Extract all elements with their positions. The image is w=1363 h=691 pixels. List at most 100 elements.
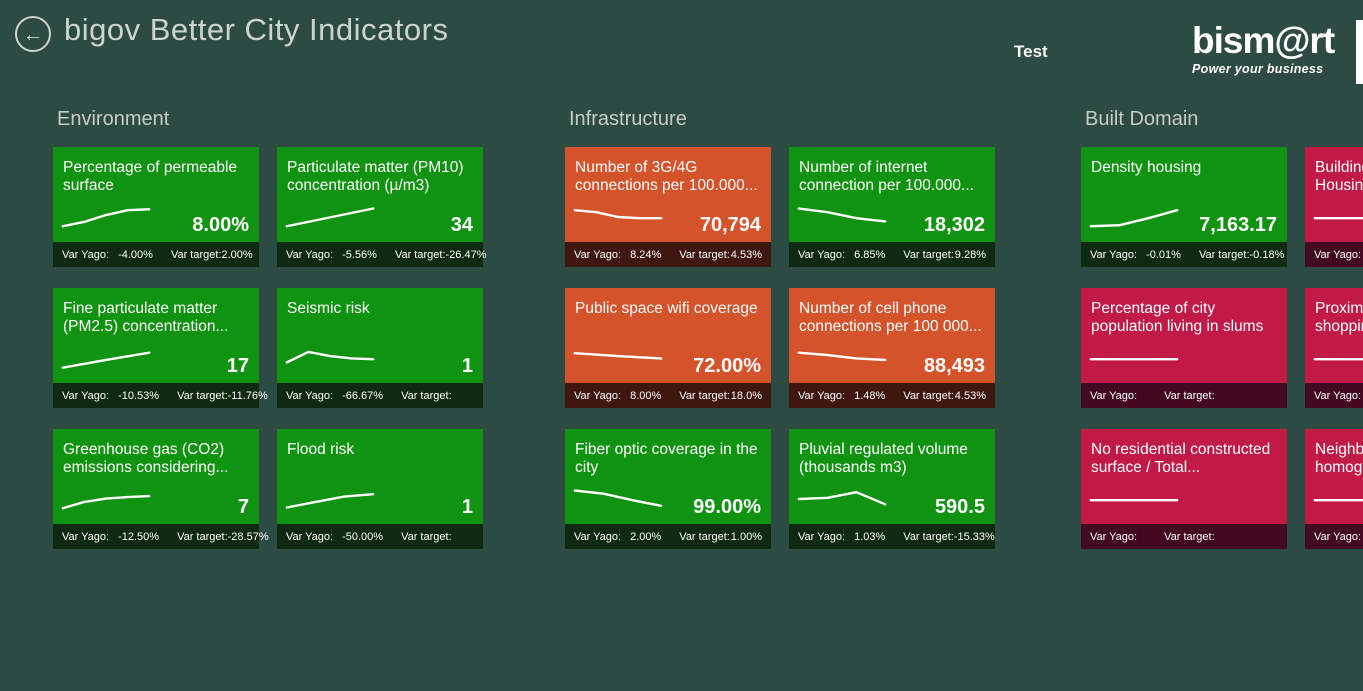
var-yago-value: 1.48% [854,389,886,402]
tile-title: Neighborhood homogeneity... [1315,441,1363,476]
var-yago-value: 2.00% [630,530,662,543]
var-target-label: Var target: [1164,530,1215,543]
var-target-value: 4.53% [954,389,986,402]
tile-body: Fine particulate matter (PM2.5) concentr… [53,288,259,383]
sparkline-chart [1089,485,1179,513]
var-target-value: 1.00% [730,530,762,543]
tile-value: 99.00% [693,496,761,518]
tile-title: Fiber optic coverage in the city [575,441,758,476]
indicator-tile[interactable]: Number of cell phone connections per 100… [789,288,995,408]
indicator-tile[interactable]: Greenhouse gas (CO2) emissions consideri… [53,429,269,549]
tile-title: Number of cell phone connections per 100… [799,300,982,335]
var-target-label: Var target: [177,530,228,543]
tile-footer: Var Yago: -66.67% Var target: [277,383,483,408]
tile-footer: Var Yago: -10.53% Var target: -11.76% [53,383,268,408]
indicator-tile[interactable]: Public space wifi coverage 72.00% Var Ya… [565,288,771,408]
var-yago-label: Var Yago: [1314,248,1362,261]
indicator-tile[interactable]: Particulate matter (PM10) concentration … [277,147,486,267]
var-yago-label: Var Yago: [798,389,846,402]
tile-footer: Var Yago: 8.24% Var target: 4.53% [565,242,771,267]
group-title-built-domain: Built Domain [1085,108,1199,130]
indicator-tile[interactable]: Seismic risk 1 Var Yago: -66.67% Var tar… [277,288,483,408]
tile-title: Pluvial regulated volume (thousands m3) [799,441,968,476]
sparkline-chart [61,203,151,231]
tile-value: 17 [226,355,249,377]
sparkline-chart [573,344,663,372]
tile-body: Fiber optic coverage in the city 99.00% [565,429,771,524]
var-yago-label: Var Yago: [286,530,334,543]
tile-footer: Var Yago: Var target: [1305,383,1363,408]
group-environment: Environment Percentage of permeable surf… [53,107,486,549]
tile-title: Particulate matter (PM10) concentration … [287,159,464,194]
tile-body: Neighborhood homogeneity... [1305,429,1363,524]
var-target-value: 4.53% [730,248,762,261]
var-target-label: Var target: [401,530,452,543]
var-yago-label: Var Yago: [286,248,334,261]
group-title-environment: Environment [57,108,170,130]
group-infrastructure: Infrastructure Number of 3G/4G connectio… [565,107,995,549]
indicator-tile[interactable]: Proximity shopping... Var Yago: Var targ… [1305,288,1363,408]
group-title-infrastructure: Infrastructure [569,108,687,130]
tile-title: Percentage of permeable surface [63,159,238,194]
tile-value: 18,302 [923,214,985,236]
indicator-tile[interactable]: Neighborhood homogeneity... Var Yago: Va… [1305,429,1363,549]
sparkline-chart [1089,344,1179,372]
tile-footer: Var Yago: Var target: [1305,242,1363,267]
indicator-tile[interactable]: Fiber optic coverage in the city 99.00% … [565,429,771,549]
back-arrow-icon: ← [22,22,44,46]
var-yago-label: Var Yago: [574,389,622,402]
indicator-tile[interactable]: No residential constructed surface / Tot… [1081,429,1287,549]
tile-value: 8.00% [192,214,249,236]
back-button[interactable]: ← [15,16,51,52]
tile-grid-environment: Percentage of permeable surface 8.00% Va… [53,147,486,549]
var-yago-value: 1.03% [854,530,886,543]
tile-footer: Var Yago: -5.56% Var target: -26.47% [277,242,486,267]
indicator-tile[interactable]: Number of 3G/4G connections per 100.000.… [565,147,771,267]
tile-title: Seismic risk [287,300,370,317]
tile-body: Percentage of city population living in … [1081,288,1287,383]
tile-body: No residential constructed surface / Tot… [1081,429,1287,524]
var-yago-label: Var Yago: [1090,389,1138,402]
tile-title: Proximity shopping... [1315,300,1363,335]
sparkline-chart [1313,203,1363,231]
sparkline-chart [285,203,375,231]
tile-value: 590.5 [934,496,985,518]
screen-edge-fragment [1356,20,1363,84]
indicator-tile[interactable]: Flood risk 1 Var Yago: -50.00% Var targe… [277,429,483,549]
var-yago-value: -5.56% [342,248,377,261]
var-target-value: 2.00% [221,248,253,261]
var-target-label: Var target: [903,389,954,402]
indicator-tile[interactable]: Fine particulate matter (PM2.5) concentr… [53,288,268,408]
tile-body: Particulate matter (PM10) concentration … [277,147,483,242]
tile-body: Number of internet connection per 100.00… [789,147,995,242]
var-target-label: Var target: [679,389,730,402]
tile-value: 1 [461,355,473,377]
tile-title: Density housing [1091,159,1202,176]
var-yago-label: Var Yago: [62,530,110,543]
tile-footer: Var Yago: -0.01% Var target: -0.18% [1081,242,1287,267]
sparkline-chart [61,485,151,513]
indicator-tile[interactable]: Percentage of permeable surface 8.00% Va… [53,147,259,267]
tile-footer: Var Yago: -12.50% Var target: -28.57% [53,524,269,549]
var-yago-label: Var Yago: [62,248,110,261]
indicator-tile[interactable]: Percentage of city population living in … [1081,288,1287,408]
tile-title: Number of internet connection per 100.00… [799,159,974,194]
tile-body: Seismic risk 1 [277,288,483,383]
tile-footer: Var Yago: 6.85% Var target: 9.28% [789,242,995,267]
tile-body: Pluvial regulated volume (thousands m3) … [789,429,995,524]
sparkline-chart [797,344,887,372]
indicator-tile[interactable]: Pluvial regulated volume (thousands m3) … [789,429,995,549]
tile-value: 7 [237,496,249,518]
indicator-tile[interactable]: Building Housing... Var Yago: Var target… [1305,147,1363,267]
indicator-tile[interactable]: Density housing 7,163.17 Var Yago: -0.01… [1081,147,1287,267]
tile-grid-infrastructure: Number of 3G/4G connections per 100.000.… [565,147,995,549]
tile-footer: Var Yago: 1.03% Var target: -15.33% [789,524,995,549]
indicator-tile[interactable]: Number of internet connection per 100.00… [789,147,995,267]
tile-title: Public space wifi coverage [575,300,758,317]
var-target-label: Var target: [903,248,954,261]
tile-body: Number of 3G/4G connections per 100.000.… [565,147,771,242]
tile-grid-built-domain: Density housing 7,163.17 Var Yago: -0.01… [1081,147,1363,549]
tile-body: Flood risk 1 [277,429,483,524]
var-target-value: 18.0% [730,389,762,402]
sparkline-chart [61,344,151,372]
